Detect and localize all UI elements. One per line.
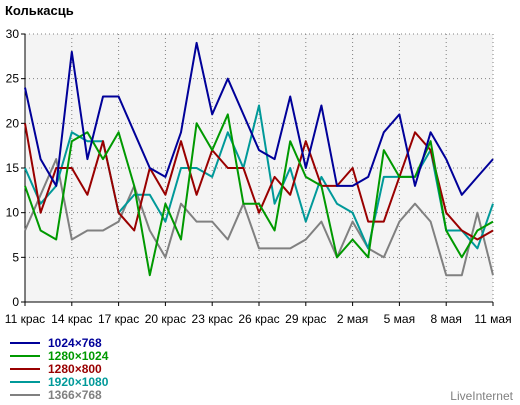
- grid-lines: [25, 33, 494, 302]
- legend-swatch: [10, 354, 40, 357]
- liveinternet-credit[interactable]: LiveInternet: [450, 389, 513, 403]
- x-tick-label: 23 крас: [192, 312, 233, 326]
- chart-title: Колькасць: [5, 3, 74, 18]
- y-tick-label: 30: [6, 27, 20, 41]
- legend-label: 1366×768: [48, 387, 102, 402]
- y-tick-labels: 0 5 10 15 20 25 30: [6, 27, 20, 309]
- x-tick-label: 2 мая: [337, 312, 368, 326]
- legend-label: 1280×800: [48, 361, 102, 376]
- y-tick-label: 10: [6, 206, 20, 220]
- x-tick-label: 17 крас: [98, 312, 139, 326]
- series-line-1280x800: [24, 123, 494, 241]
- series-line-1280x1024: [24, 113, 494, 277]
- series-line-1024x768: [24, 41, 494, 196]
- x-tick-label: 11 крас: [5, 312, 45, 326]
- legend-label: 1024×768: [48, 335, 102, 350]
- x-tick-labels: 11 крас 14 крас 17 крас 20 крас 23 крас 26 кр…: [5, 312, 512, 326]
- y-tick-label: 0: [12, 295, 19, 309]
- legend-item-1280x1024[interactable]: 1280×1024: [10, 348, 109, 363]
- y-tick-label: 5: [12, 250, 19, 264]
- x-tick-label: 14 крас: [51, 312, 92, 326]
- x-tick-label: 29 крас: [285, 312, 326, 326]
- x-tick-label: 11 мая: [474, 312, 511, 326]
- legend-item-1280x800[interactable]: 1280×800: [10, 361, 108, 376]
- x-tick-label: 26 крас: [238, 312, 279, 326]
- series-lines: [24, 41, 494, 277]
- y-tick-label: 20: [6, 116, 20, 130]
- x-tick-label: 5 мая: [384, 312, 415, 326]
- legend-item-1024x768[interactable]: 1024×768: [10, 335, 108, 350]
- legend: 1024×768 1280×1024 1280×800 1920×1080 13…: [10, 335, 109, 402]
- legend-swatch: [10, 380, 40, 383]
- series-line-1366x768: [24, 158, 494, 277]
- legend-item-1920x1080[interactable]: 1920×1080: [10, 374, 109, 389]
- legend-swatch: [10, 367, 40, 370]
- y-tick-label: 25: [6, 72, 20, 86]
- legend-item-1366x768[interactable]: 1366×768: [10, 387, 108, 402]
- line-chart: 0 5 10 15 20 25 30 11 крас 14 крас 17 крас 20 кра…: [5, 27, 512, 326]
- legend-swatch: [10, 341, 40, 344]
- x-tick-label: 8 мая: [430, 312, 461, 326]
- legend-label: 1280×1024: [48, 348, 109, 363]
- x-tick-label: 20 крас: [145, 312, 186, 326]
- legend-label: 1920×1080: [48, 374, 109, 389]
- legend-swatch: [10, 393, 40, 396]
- y-tick-label: 15: [6, 161, 20, 175]
